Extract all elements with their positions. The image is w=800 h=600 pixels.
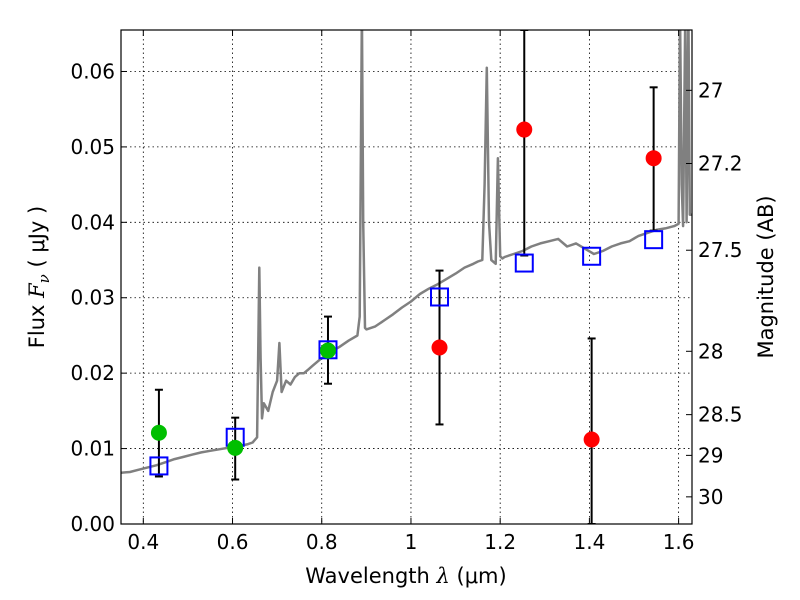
model-photometry-square xyxy=(514,253,534,273)
y2-tick-label: 27.5 xyxy=(698,238,743,262)
spectrum-line xyxy=(121,30,692,474)
observed-flux-point xyxy=(431,339,448,356)
x-axis-label: Wavelength λ (μm) xyxy=(305,564,506,588)
observed-flux-point xyxy=(516,121,533,138)
y-tick-label: 0.03 xyxy=(70,286,115,310)
y-axis-label-subscript: ν xyxy=(35,274,53,283)
x-tick-label: 1 xyxy=(405,530,418,554)
x-tick-label: 1.4 xyxy=(573,530,605,554)
ticks: 0.4 0.6 0.8 1 1.2 1.4 1.6 0.00 0.01 0.02 0.03 0.04 0… xyxy=(70,30,743,554)
y2-tick-label: 29 xyxy=(698,443,723,467)
y-tick-label: 0.05 xyxy=(70,135,115,159)
y2-tick-label: 30 xyxy=(698,485,723,509)
x-tick-label: 1.6 xyxy=(663,530,695,554)
observed-flux-point xyxy=(227,439,244,456)
y-axis-label: Flux Fν ( μJy ) xyxy=(25,206,53,348)
observed-flux-point xyxy=(150,424,167,441)
y-tick-label: 0.06 xyxy=(70,59,115,83)
y-axis-label-symbol: F xyxy=(25,282,49,299)
x-tick-label: 0.4 xyxy=(127,530,159,554)
y2-tick-label: 27 xyxy=(698,78,723,102)
x-tick-label: 1.2 xyxy=(484,530,516,554)
model-photometry-square xyxy=(430,287,450,307)
data-layer xyxy=(121,30,692,524)
plot-frame xyxy=(120,29,693,525)
y-axis-label-prefix: Flux xyxy=(25,298,49,348)
x-tick-label: 0.6 xyxy=(217,530,249,554)
observed-flux-point xyxy=(583,431,600,448)
observed-flux-point xyxy=(319,342,336,359)
y-tick-label: 0.04 xyxy=(70,210,115,234)
y2-axis-label: Magnitude (AB) xyxy=(754,195,778,358)
x-axis-label-units: (μm) xyxy=(450,564,507,588)
model-photometry-square xyxy=(644,230,664,250)
x-tick-label: 0.8 xyxy=(306,530,338,554)
y2-tick-label: 28.5 xyxy=(698,403,743,427)
plot-background xyxy=(121,30,692,524)
x-axis-label-symbol: λ xyxy=(436,564,450,588)
y-tick-label: 0.02 xyxy=(70,361,115,385)
y2-tick-label: 28 xyxy=(698,339,723,363)
observed-flux-point xyxy=(645,150,662,167)
model-photometry-square xyxy=(582,246,602,266)
y-tick-label: 0.00 xyxy=(70,512,115,536)
x-axis-label-prefix: Wavelength xyxy=(305,564,436,588)
y-axis-label-units: ( μJy ) xyxy=(25,206,49,274)
model-photometry-square xyxy=(149,456,169,476)
y-tick-label: 0.01 xyxy=(70,437,115,461)
y2-tick-label: 27.2 xyxy=(698,151,743,175)
